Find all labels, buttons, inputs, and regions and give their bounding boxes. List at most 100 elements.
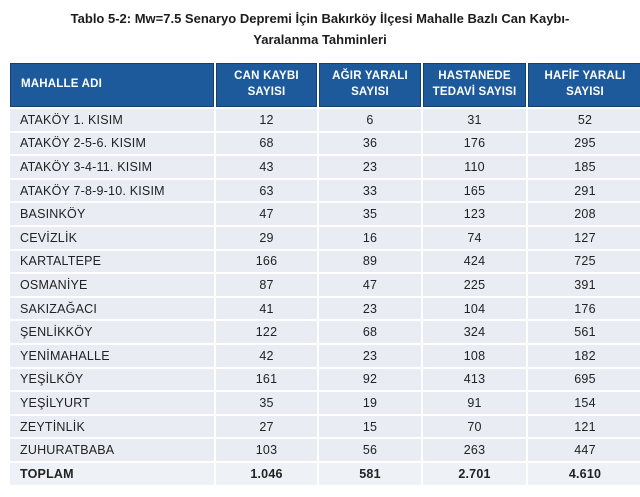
row-value: 56 — [319, 439, 421, 461]
row-value: 695 — [528, 368, 640, 391]
row-value: 35 — [216, 392, 317, 414]
row-value: 23 — [319, 344, 421, 367]
row-value: 12 — [216, 109, 317, 131]
row-name: ATAKÖY 2-5-6. KISIM — [10, 132, 214, 155]
row-value: 19 — [319, 392, 421, 414]
row-value: 110 — [423, 156, 526, 178]
row-value: 47 — [216, 203, 317, 225]
table-caption-line1: Tablo 5-2: Mw=7.5 Senaryo Depremi İçin B… — [70, 11, 570, 26]
row-value: 447 — [528, 439, 640, 461]
row-value: 52 — [528, 109, 640, 131]
table-row: YEŞİLKÖY 161 92 413 695 — [10, 368, 640, 391]
row-value: 103 — [216, 439, 317, 461]
row-name: ATAKÖY 3-4-11. KISIM — [10, 156, 214, 178]
row-value: 27 — [216, 415, 317, 438]
row-name: ATAKÖY 7-8-9-10. KISIM — [10, 179, 214, 202]
row-value: 36 — [319, 132, 421, 155]
table-row: YENİMAHALLE 42 23 108 182 — [10, 344, 640, 367]
table-row: YEŞİLYURT 35 19 91 154 — [10, 392, 640, 414]
table-row: ATAKÖY 1. KISIM 12 6 31 52 — [10, 109, 640, 131]
row-value: 122 — [216, 321, 317, 343]
column-header-agir-yarali-sayisi: AĞIR YARALI SAYISI — [319, 63, 421, 107]
row-value: 68 — [216, 132, 317, 155]
row-value: 23 — [319, 297, 421, 320]
row-name: ZEYTİNLİK — [10, 415, 214, 438]
row-name: YENİMAHALLE — [10, 344, 214, 367]
table-row: ATAKÖY 7-8-9-10. KISIM 63 33 165 291 — [10, 179, 640, 202]
table-row: KARTALTEPE 166 89 424 725 — [10, 250, 640, 273]
table-row: ZEYTİNLİK 27 15 70 121 — [10, 415, 640, 438]
row-value: 108 — [423, 344, 526, 367]
row-value: 23 — [319, 156, 421, 178]
row-value: 4.610 — [528, 462, 640, 485]
row-value: 1.046 — [216, 462, 317, 485]
row-value: 123 — [423, 203, 526, 225]
table-body: ATAKÖY 1. KISIM 12 6 31 52 ATAKÖY 2-5-6.… — [10, 109, 640, 485]
row-value: 295 — [528, 132, 640, 155]
table-row: OSMANİYE 87 47 225 391 — [10, 274, 640, 296]
row-value: 291 — [528, 179, 640, 202]
row-value: 47 — [319, 274, 421, 296]
row-value: 6 — [319, 109, 421, 131]
row-value: 70 — [423, 415, 526, 438]
row-value: 31 — [423, 109, 526, 131]
row-value: 43 — [216, 156, 317, 178]
row-value: 176 — [423, 132, 526, 155]
row-value: 185 — [528, 156, 640, 178]
row-name: OSMANİYE — [10, 274, 214, 296]
row-value: 2.701 — [423, 462, 526, 485]
row-value: 127 — [528, 226, 640, 249]
row-value: 104 — [423, 297, 526, 320]
header-row: MAHALLE ADI CAN KAYBI SAYISI AĞIR YARALI… — [10, 63, 640, 107]
row-name: YEŞİLKÖY — [10, 368, 214, 391]
row-value: 324 — [423, 321, 526, 343]
row-value: 42 — [216, 344, 317, 367]
table-caption-line2: Yaralanma Tahminleri — [253, 31, 387, 47]
total-row: TOPLAM 1.046 581 2.701 4.610 — [10, 462, 640, 485]
row-value: 91 — [423, 392, 526, 414]
row-value: 208 — [528, 203, 640, 225]
row-value: 263 — [423, 439, 526, 461]
row-value: 391 — [528, 274, 640, 296]
row-value: 176 — [528, 297, 640, 320]
table-caption: Tablo 5-2: Mw=7.5 Senaryo Depremi İçin B… — [0, 0, 640, 51]
row-value: 15 — [319, 415, 421, 438]
table-row: CEVİZLİK 29 16 74 127 — [10, 226, 640, 249]
row-value: 74 — [423, 226, 526, 249]
row-name: BASINKÖY — [10, 203, 214, 225]
row-value: 225 — [423, 274, 526, 296]
row-value: 33 — [319, 179, 421, 202]
row-name: KARTALTEPE — [10, 250, 214, 273]
casualty-table: MAHALLE ADI CAN KAYBI SAYISI AĞIR YARALI… — [8, 61, 640, 487]
table-row: ATAKÖY 2-5-6. KISIM 68 36 176 295 — [10, 132, 640, 155]
row-value: 35 — [319, 203, 421, 225]
row-value: 413 — [423, 368, 526, 391]
row-value: 16 — [319, 226, 421, 249]
row-value: 92 — [319, 368, 421, 391]
column-header-hastanede-tedavi-sayisi: HASTANEDE TEDAVİ SAYISI — [423, 63, 526, 107]
row-value: 63 — [216, 179, 317, 202]
column-header-hafif-yarali-sayisi: HAFİF YARALI SAYISI — [528, 63, 640, 107]
table-row: ZUHURATBABA 103 56 263 447 — [10, 439, 640, 461]
table-row: BASINKÖY 47 35 123 208 — [10, 203, 640, 225]
row-name: TOPLAM — [10, 462, 214, 485]
row-value: 68 — [319, 321, 421, 343]
row-value: 182 — [528, 344, 640, 367]
row-value: 121 — [528, 415, 640, 438]
row-value: 581 — [319, 462, 421, 485]
column-header-mahalle-adi: MAHALLE ADI — [10, 63, 214, 107]
column-header-can-kaybi-sayisi: CAN KAYBI SAYISI — [216, 63, 317, 107]
row-value: 725 — [528, 250, 640, 273]
row-value: 424 — [423, 250, 526, 273]
row-value: 154 — [528, 392, 640, 414]
table-row: SAKIZAĞACI 41 23 104 176 — [10, 297, 640, 320]
row-value: 165 — [423, 179, 526, 202]
row-value: 166 — [216, 250, 317, 273]
table-row: ŞENLİKKÖY 122 68 324 561 — [10, 321, 640, 343]
row-value: 87 — [216, 274, 317, 296]
row-name: ATAKÖY 1. KISIM — [10, 109, 214, 131]
row-value: 41 — [216, 297, 317, 320]
row-name: ZUHURATBABA — [10, 439, 214, 461]
row-name: YEŞİLYURT — [10, 392, 214, 414]
table-row: ATAKÖY 3-4-11. KISIM 43 23 110 185 — [10, 156, 640, 178]
